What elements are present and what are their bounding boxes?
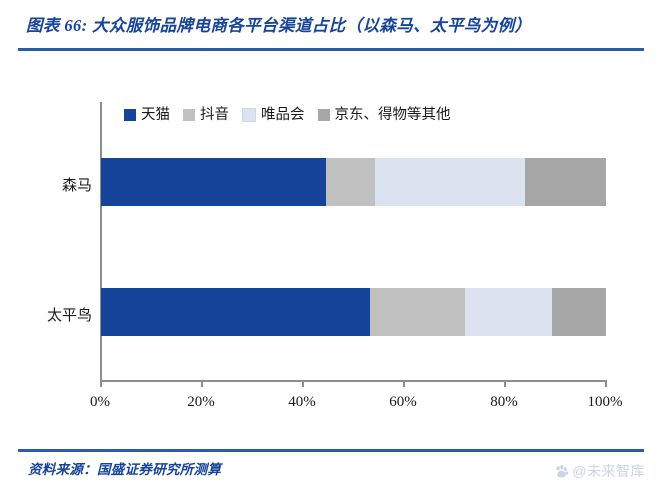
chart-header: 图表 66: 大众服饰品牌电商各平台渠道占比（以森马、太平鸟为例） (0, 0, 661, 56)
x-axis-line (100, 380, 606, 382)
bar-segment-太平鸟-唯品会[interactable] (464, 288, 552, 336)
legend-swatch-icon (242, 108, 256, 123)
x-tick-100 (605, 380, 607, 387)
category-label-1: 森马 (61, 178, 92, 194)
x-tick-label-60: 60% (389, 394, 417, 410)
plot-area: 0% 20% 40% 60% 80% 100% (90, 102, 623, 410)
bar-segment-太平鸟-天猫[interactable] (101, 288, 371, 336)
bar-segment-森马-抖音[interactable] (325, 158, 376, 206)
page-title: 图表 66: 大众服饰品牌电商各平台渠道占比（以森马、太平鸟为例） (26, 16, 532, 35)
legend-label: 唯品会 (261, 107, 305, 123)
bar-row-2 (101, 288, 606, 336)
x-tick-label-100: 100% (587, 394, 623, 410)
legend-label: 抖音 (200, 107, 229, 123)
legend-item-4[interactable]: 京东、得物等其他 (317, 107, 451, 123)
legend-swatch-icon (183, 109, 195, 122)
x-tick-80 (504, 380, 506, 387)
bar-segment-太平鸟-抖音[interactable] (370, 288, 465, 336)
bar-segment-森马-唯品会[interactable] (375, 158, 526, 206)
legend-item-1[interactable]: 天猫 (124, 108, 170, 123)
x-tick-label-0: 0% (90, 394, 110, 410)
footer-divider (18, 449, 644, 452)
legend-label: 京东、得物等其他 (334, 107, 451, 123)
legend-item-2[interactable]: 抖音 (183, 108, 229, 123)
legend-label: 天猫 (141, 107, 170, 123)
x-tick-20 (201, 380, 203, 387)
x-tick-label-80: 80% (490, 394, 518, 410)
x-tick-0 (100, 380, 102, 387)
bar-row-1 (101, 158, 606, 206)
legend-swatch-icon (317, 109, 330, 122)
x-tick-40 (302, 380, 304, 387)
legend-swatch-icon (124, 109, 136, 122)
bar-segment-森马-京东、得物等其他[interactable] (525, 158, 606, 206)
y-axis-line (100, 102, 102, 380)
bar-segment-森马-天猫[interactable] (101, 158, 326, 206)
watermark-text: @未来智库 (572, 463, 645, 479)
category-label-2: 太平鸟 (46, 308, 92, 324)
x-tick-label-20: 20% (187, 394, 215, 410)
paw-icon (554, 464, 569, 479)
x-tick-60 (403, 380, 405, 387)
chart-legend: 天猫 抖音 唯品会 京东、得物等其他 (124, 108, 451, 123)
header-divider (18, 48, 644, 51)
watermark: @未来智库 (554, 461, 645, 481)
source-note: 资料来源：国盛证券研究所测算 (28, 462, 222, 477)
chart-canvas: 天猫 抖音 唯品会 京东、得物等其他 0% 20% 40% 60% 80% 100% 森马太平鸟 (0, 56, 661, 436)
bar-segment-太平鸟-京东、得物等其他[interactable] (551, 288, 606, 336)
legend-item-3[interactable]: 唯品会 (242, 108, 305, 123)
x-tick-label-40: 40% (288, 394, 316, 410)
